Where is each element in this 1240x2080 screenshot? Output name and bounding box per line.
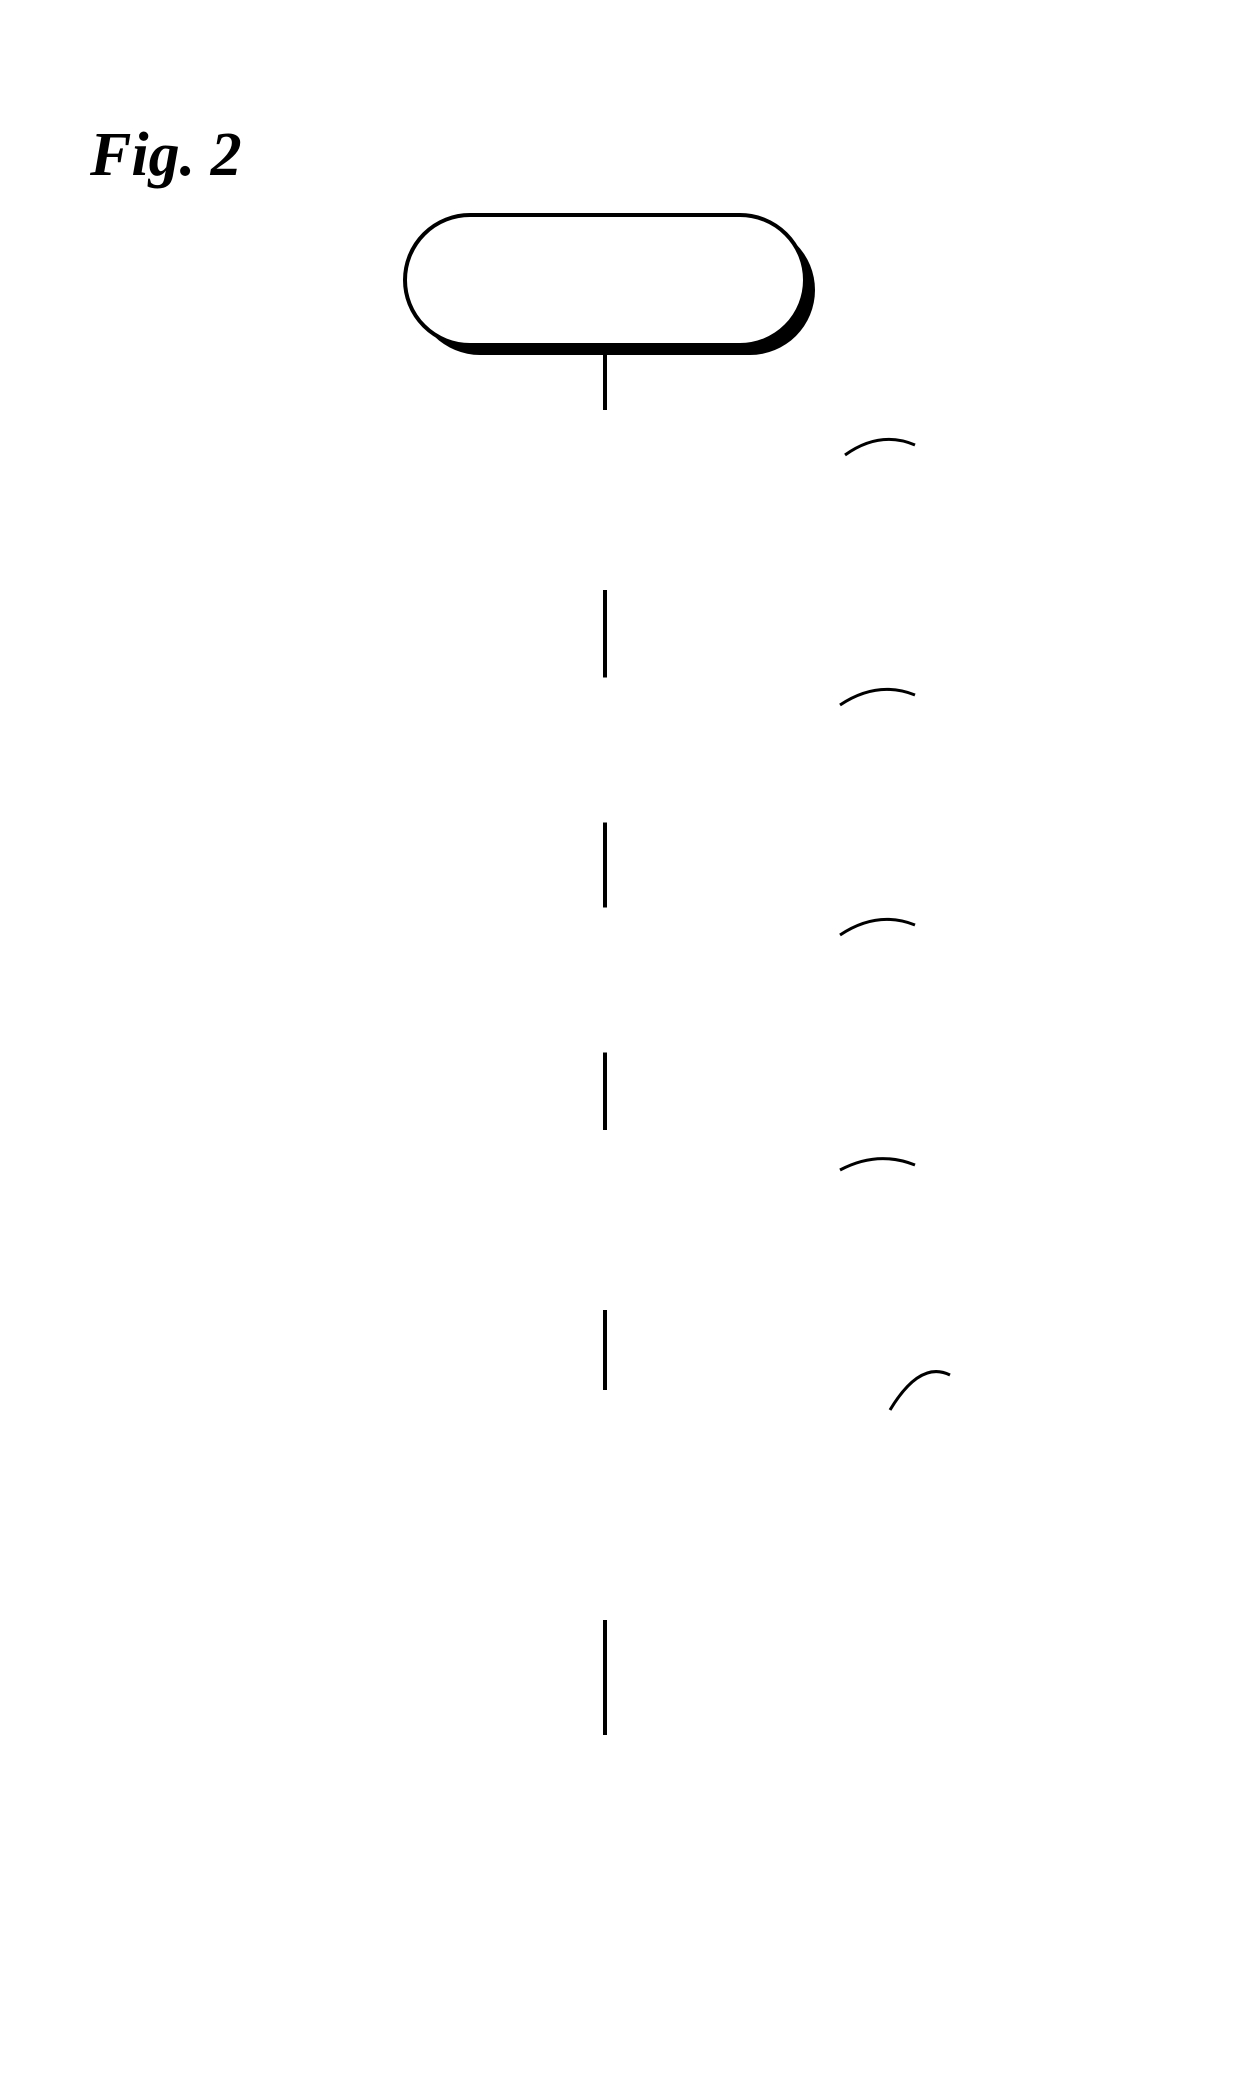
ref-leader-35 [890,1372,950,1410]
ref-leader-31 [845,439,915,455]
node-start [405,215,815,355]
ref-leader-33 [840,919,915,935]
ref-leader-34 [840,1159,915,1170]
flowchart-canvas: Fig. 2 [0,0,1240,2080]
flowchart-svg [0,0,1240,2080]
ref-leader-32 [840,689,915,705]
